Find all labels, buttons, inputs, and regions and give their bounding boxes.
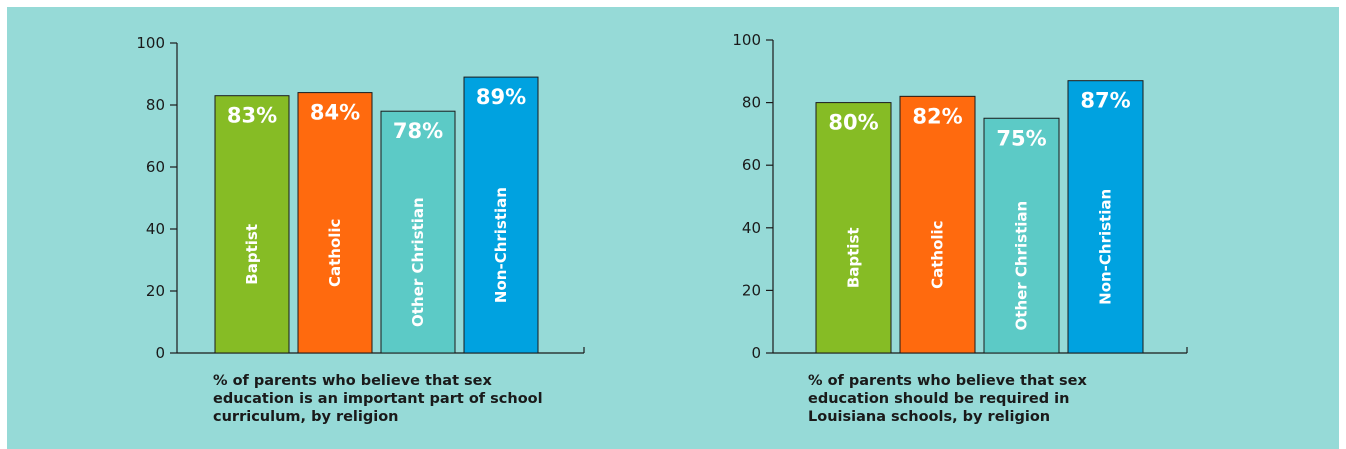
bar-category-label: Catholic — [326, 219, 344, 287]
y-tick-label: 80 — [146, 96, 165, 114]
y-tick-label: 100 — [136, 34, 165, 52]
bar-value-label: 89% — [476, 85, 526, 109]
bar-category-label: Other Christian — [1013, 201, 1031, 331]
y-tick-label: 20 — [146, 282, 165, 300]
y-tick-label: 40 — [146, 220, 165, 238]
y-tick-label: 60 — [742, 156, 761, 174]
bar-chart-required: 0 20 40 60 80 100 80% Baptist 82% Catholic 75% Othe… — [600, 7, 1240, 449]
bar-value-label: 84% — [310, 101, 360, 125]
bar-category-label: Baptist — [845, 227, 863, 288]
bar-category-label: Baptist — [243, 224, 261, 285]
chart-title-line: curriculum, by religion — [213, 409, 399, 425]
chart-title-line: % of parents who believe that sex — [808, 373, 1087, 389]
chart-title-line: % of parents who believe that sex — [213, 373, 492, 389]
y-tick-label: 80 — [742, 94, 761, 112]
bar — [1067, 80, 1144, 354]
bar — [815, 102, 892, 354]
y-tick-label: 0 — [155, 344, 165, 362]
bar-value-label: 78% — [393, 119, 443, 143]
y-tick-label: 0 — [751, 344, 761, 362]
chart-panel: 0 20 40 60 80 100 83% Baptist 84% Catholic 78% Othe… — [7, 7, 1339, 449]
chart-title: % of parents who believe that sex educat… — [213, 372, 633, 426]
bar-value-label: 87% — [1080, 89, 1130, 113]
bar — [297, 92, 373, 354]
bar-category-label: Non-Christian — [492, 187, 510, 303]
bar-value-label: 82% — [912, 104, 962, 128]
bar-value-label: 80% — [828, 111, 878, 135]
bar-category-label: Non-Christian — [1097, 189, 1115, 305]
y-tick-label: 40 — [742, 219, 761, 237]
bar — [899, 95, 976, 354]
bar-value-label: 75% — [996, 126, 1046, 150]
y-tick-label: 60 — [146, 158, 165, 176]
bar-chart-importance: 0 20 40 60 80 100 83% Baptist 84% Catholic 78% Othe… — [7, 7, 647, 449]
bar — [463, 76, 539, 354]
y-tick-label: 20 — [742, 281, 761, 299]
bar — [380, 110, 456, 354]
chart-title: % of parents who believe that sex educat… — [808, 372, 1228, 426]
chart-title-line: education is an important part of school — [213, 391, 543, 407]
bar-value-label: 83% — [227, 104, 277, 128]
bar-category-label: Catholic — [929, 220, 947, 288]
chart-svg: 0 20 40 60 80 100 80% Baptist 82% Catholic 75% Othe… — [732, 31, 1188, 362]
bar-category-label: Other Christian — [409, 197, 427, 327]
bar — [214, 95, 290, 354]
chart-title-line: education should be required in — [808, 391, 1070, 407]
bar — [983, 117, 1060, 354]
chart-title-line: Louisiana schools, by religion — [808, 409, 1051, 425]
chart-svg: 0 20 40 60 80 100 83% Baptist 84% Catholic 78% Othe… — [136, 34, 585, 362]
y-tick-label: 100 — [732, 31, 761, 49]
